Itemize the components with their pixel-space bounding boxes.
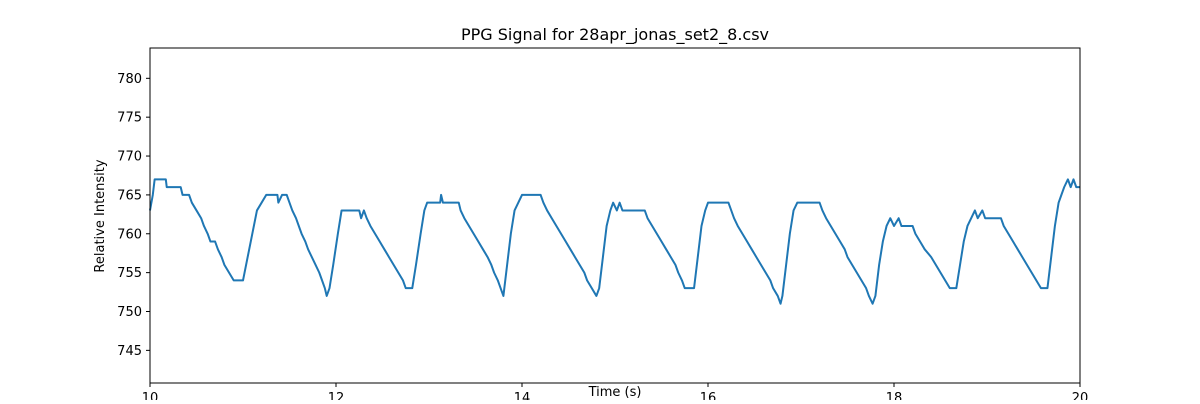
x-axis-label: Time (s)	[588, 385, 642, 400]
y-tick-label: 755	[117, 266, 142, 281]
y-tick-label: 780	[117, 72, 142, 87]
y-tick-label: 765	[117, 188, 142, 203]
plot-frame	[149, 47, 1081, 384]
x-tick-label: 12	[328, 391, 345, 400]
y-tick-label: 750	[117, 305, 142, 320]
signal-line	[149, 178, 1080, 305]
x-tick-label: 14	[514, 391, 531, 400]
x-tick-label: 16	[700, 391, 717, 400]
x-tick-label: 10	[142, 391, 159, 400]
y-tick-label: 775	[117, 111, 142, 126]
y-tick-label: 770	[117, 150, 142, 165]
x-tick-label: 20	[1072, 391, 1089, 400]
y-tick-label: 760	[117, 227, 142, 242]
chart-title: PPG Signal for 28apr_jonas_set2_8.csv	[461, 25, 769, 45]
y-axis-label: Relative Intensity	[93, 159, 108, 272]
y-tick-label: 745	[117, 344, 142, 359]
x-tick-label: 18	[886, 391, 903, 400]
